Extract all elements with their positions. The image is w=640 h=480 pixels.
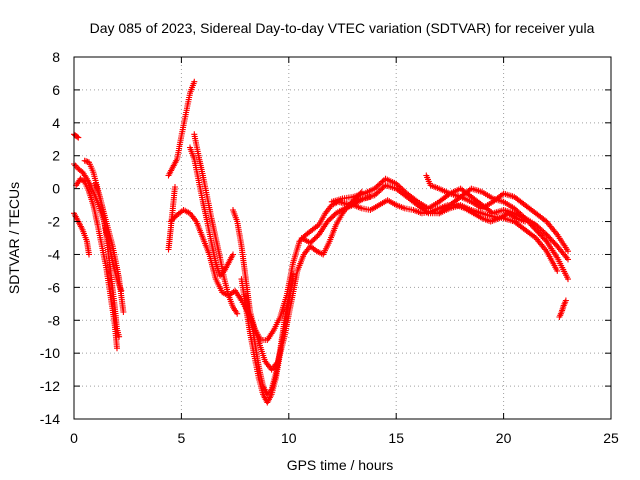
data-point [526,219,533,226]
y-tick-label: 0 [52,181,60,197]
data-point [554,267,561,274]
data-point [172,213,179,220]
series-arc-b5 [191,131,241,317]
data-point [74,133,81,140]
data-point [565,276,571,283]
data-point [170,215,177,222]
data-point [546,234,553,241]
y-tick-label: -2 [48,214,61,230]
y-tick-label: 2 [52,148,60,164]
series-arc-a1 [71,131,82,141]
data-point [550,238,557,245]
data-point [230,251,236,258]
y-tick-label: -8 [48,312,61,328]
y-axis-label: SDTVAR / TECUs [6,182,22,294]
series-arc-c8 [436,202,561,274]
data-point [234,310,241,317]
data-point [120,309,127,315]
data-point [523,216,530,223]
series-arc-c7 [423,172,571,283]
data-point [530,223,537,230]
y-tick-label: -14 [40,411,60,427]
data-point [542,236,549,243]
y-tick-label: 4 [52,115,60,131]
data-point [172,184,178,190]
series-arc-a6 [92,180,127,315]
data-point [313,234,319,241]
data-point [168,217,175,224]
y-tick-label: -6 [48,279,61,295]
data-point [330,213,337,220]
plot-frame [73,56,612,420]
x-tick-label: 20 [496,430,512,446]
series-arc-b1 [165,78,198,179]
data-point [75,134,82,141]
data-point [308,238,315,245]
data-point [543,231,550,238]
data-point [191,78,198,85]
data-point [553,241,559,248]
data-point [548,237,555,244]
data-point [522,215,529,222]
data-point [536,231,543,238]
data-point [307,239,314,246]
x-axis-label: GPS time / hours [287,457,394,473]
grid-layer [74,57,611,419]
series-arc-c3 [242,188,365,373]
data-point [325,217,332,224]
x-tick-label: 10 [281,430,297,446]
x-tick-label: 15 [388,430,404,446]
y-tick-label: -12 [40,378,60,394]
x-tick-label: 5 [178,430,186,446]
data-point [114,345,120,352]
data-point [565,248,571,255]
chart-title: Day 085 of 2023, Sidereal Day-to-day VTE… [90,20,595,36]
data-point [296,238,303,245]
data-point [116,333,123,340]
data-point [532,226,539,233]
data-point [539,234,546,240]
data-point [562,297,569,304]
data-point [324,218,331,225]
series-arc-a3 [71,210,92,258]
data-point [528,222,535,229]
x-tick-label: 0 [70,430,78,446]
data-point [83,158,90,165]
y-tick-label: 6 [52,82,60,98]
data-point [311,235,318,242]
data-point [86,251,92,258]
y-tick-label: -4 [48,246,61,262]
data-layer [71,78,571,406]
series-arc-a5 [73,175,120,352]
data-point [171,214,178,221]
x-tick-label: 25 [603,430,619,446]
series-arc-d1 [556,297,569,320]
y-tick-label: -10 [40,345,60,361]
y-tick-label: 8 [52,49,60,65]
data-point [565,256,571,263]
data-point [535,229,542,236]
data-point [328,214,335,221]
